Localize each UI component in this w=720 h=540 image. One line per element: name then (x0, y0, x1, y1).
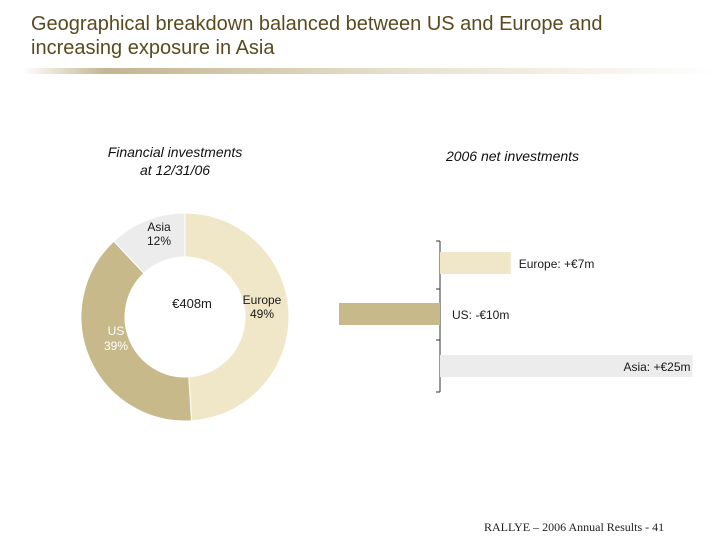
slide-title: Geographical breakdown balanced between … (31, 12, 691, 60)
bar-label-europe: Europe: +€7m (519, 257, 595, 271)
bar-chart-title: 2006 net investments (445, 148, 580, 164)
donut-label-europe: Europe (243, 293, 282, 307)
donut-label-us: US (108, 324, 125, 338)
donut-title-line-2: at 12/31/06 (139, 162, 211, 178)
donut-title-line-1: Financial investments (107, 144, 243, 160)
donut-pct-asia: 12% (147, 234, 171, 248)
bar-asia (440, 355, 693, 377)
bar-label-us: US: -€10m (452, 308, 509, 322)
donut-slice-asia (113, 212, 186, 274)
donut-pct-europe: 49% (250, 307, 274, 321)
donut-slice-us (80, 240, 193, 422)
slide-title-line-2: increasing exposure in Asia (31, 37, 275, 59)
bar-europe (440, 252, 511, 274)
donut-slice-europe (184, 212, 290, 422)
donut-chart-title: Financial investments at 12/31/06 (80, 143, 270, 179)
donut-pct-us: 39% (104, 339, 128, 353)
donut-center-label: €408m (172, 296, 212, 311)
title-underline (22, 68, 720, 74)
slide-title-line-1: Geographical breakdown balanced between … (31, 13, 603, 35)
footer-text: RALLYE – 2006 Annual Results - 41 (484, 520, 665, 534)
bar-us (339, 303, 440, 325)
bar-label-asia: Asia: +€25m (623, 360, 690, 374)
donut-label-asia: Asia (147, 220, 171, 234)
